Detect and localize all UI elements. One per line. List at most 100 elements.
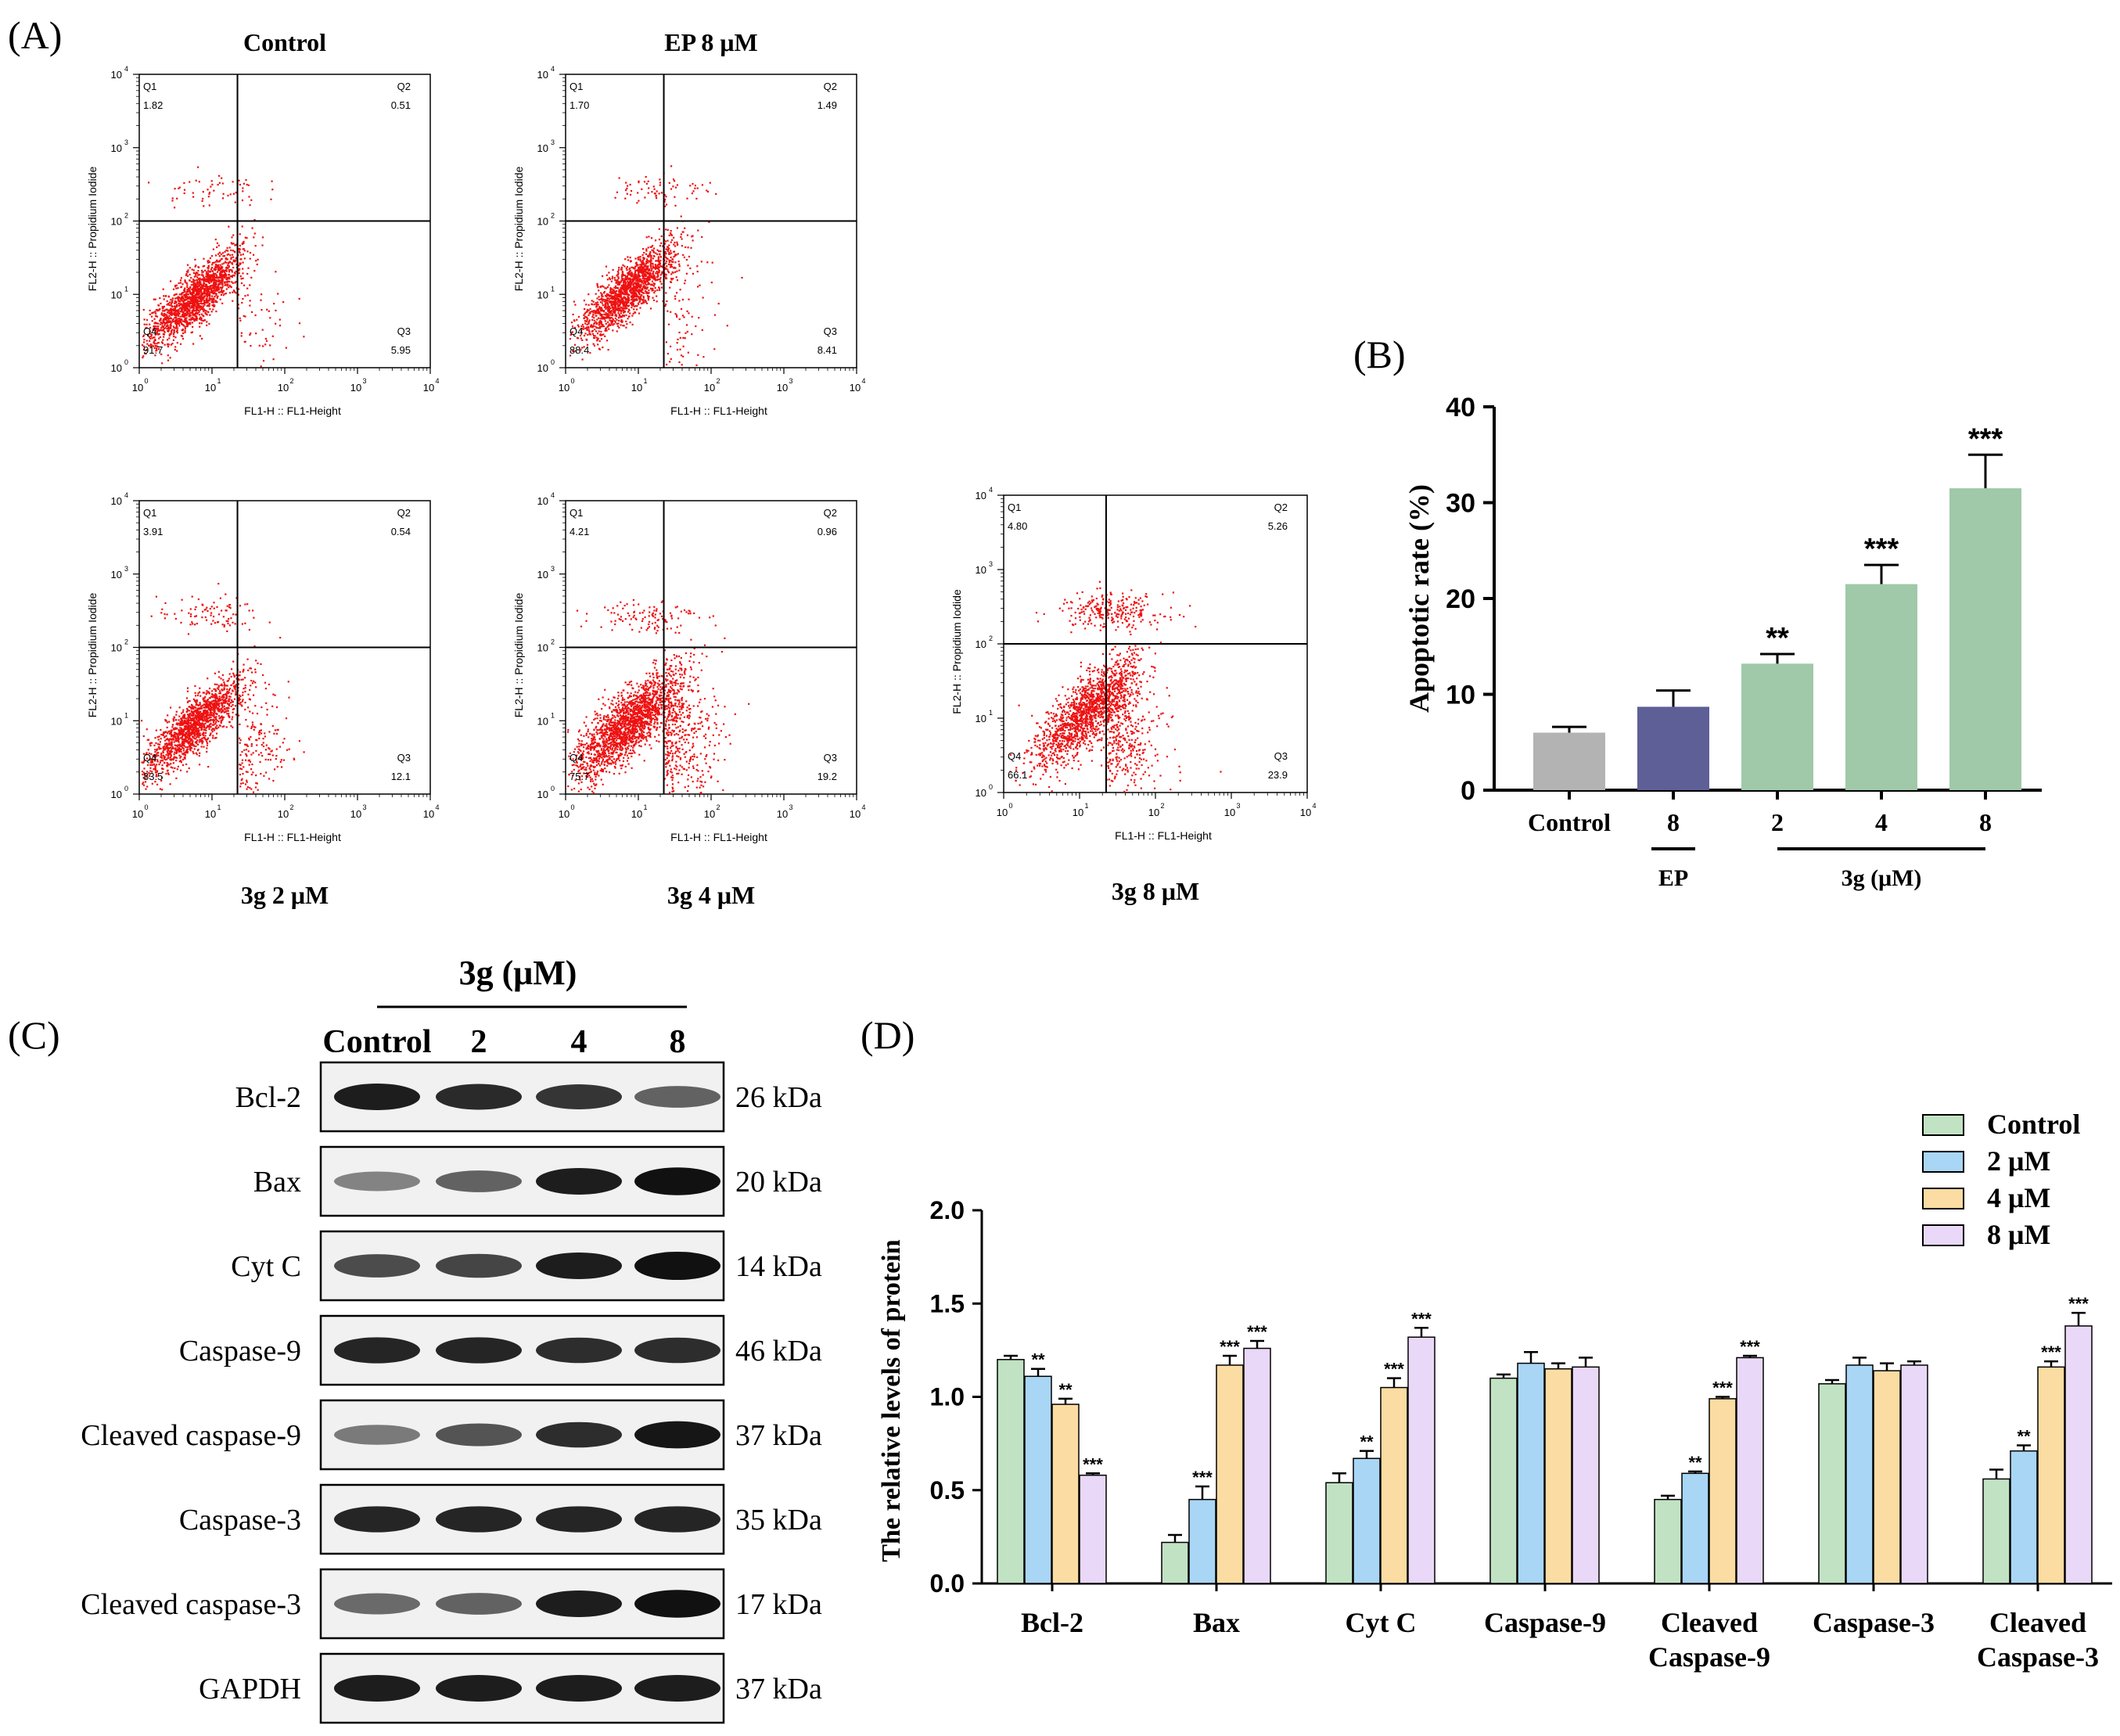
flow-point bbox=[161, 734, 163, 736]
flow-point bbox=[171, 314, 173, 317]
flow-point bbox=[168, 314, 171, 317]
flow-point bbox=[645, 258, 649, 261]
flow-point bbox=[167, 317, 170, 319]
flow-point bbox=[190, 743, 192, 746]
flow-point bbox=[602, 316, 605, 318]
flow-point bbox=[184, 329, 186, 332]
flow-point bbox=[200, 285, 203, 287]
flow-point bbox=[210, 180, 213, 182]
flow-point bbox=[243, 257, 246, 260]
flow-point bbox=[196, 742, 198, 745]
flow-point bbox=[200, 313, 203, 315]
flow-point bbox=[665, 341, 667, 343]
flow-point bbox=[163, 313, 165, 315]
flow-point bbox=[660, 242, 663, 244]
flow-point bbox=[192, 731, 194, 734]
flow-point bbox=[617, 276, 620, 279]
flow-point bbox=[645, 274, 647, 276]
flow-point bbox=[203, 304, 206, 306]
flow-point bbox=[216, 288, 218, 290]
flow-point bbox=[607, 313, 609, 315]
flow-point bbox=[238, 269, 240, 271]
flow-point bbox=[170, 731, 173, 733]
flow-point bbox=[181, 307, 183, 310]
flow-point bbox=[168, 301, 171, 304]
flow-point bbox=[196, 276, 199, 279]
flow-point bbox=[214, 717, 217, 719]
flow-point bbox=[697, 354, 699, 356]
flow-point bbox=[164, 327, 167, 329]
flow-point bbox=[202, 191, 204, 193]
flow-point bbox=[669, 253, 671, 255]
flow-point bbox=[172, 718, 174, 721]
flow-point bbox=[232, 282, 234, 284]
flow-point bbox=[173, 294, 175, 297]
flow-point bbox=[239, 184, 241, 186]
flow-point bbox=[202, 275, 204, 278]
flow-point bbox=[191, 331, 193, 333]
flow-point bbox=[146, 757, 149, 760]
flow-point bbox=[238, 696, 240, 699]
flow-point bbox=[617, 282, 620, 284]
flow-point bbox=[633, 279, 635, 282]
flow-point bbox=[150, 335, 153, 337]
flow-point bbox=[190, 302, 192, 304]
flow-point bbox=[221, 702, 223, 704]
flow-point bbox=[243, 314, 245, 317]
flow-point bbox=[178, 293, 181, 296]
flow-point bbox=[623, 275, 626, 277]
flow-point bbox=[217, 244, 220, 246]
flow-point bbox=[214, 300, 217, 304]
flow-point bbox=[620, 312, 622, 314]
flow-point bbox=[170, 332, 172, 335]
flow-point bbox=[612, 297, 614, 300]
flow-point bbox=[610, 304, 613, 307]
flow-point bbox=[196, 728, 199, 730]
flow-point bbox=[203, 319, 205, 322]
flow-point bbox=[144, 781, 147, 783]
flow-point bbox=[227, 264, 229, 266]
flow-point bbox=[214, 284, 216, 286]
flow-point bbox=[632, 287, 634, 289]
flow-point bbox=[210, 289, 213, 291]
flow-point bbox=[196, 714, 199, 717]
flow-point bbox=[223, 702, 225, 704]
flow-point bbox=[169, 758, 171, 760]
flow-point bbox=[271, 180, 273, 182]
flow-point bbox=[668, 251, 670, 253]
flow-point bbox=[207, 301, 210, 304]
flow-point bbox=[670, 358, 672, 360]
flow-point bbox=[247, 184, 250, 186]
flow-point bbox=[254, 681, 257, 684]
flow-point bbox=[160, 329, 162, 331]
flow-point bbox=[191, 747, 193, 749]
flow-point bbox=[203, 746, 205, 748]
flow-point bbox=[149, 337, 152, 340]
q3-label: Q3 bbox=[397, 325, 411, 337]
flow-point bbox=[149, 742, 152, 744]
flow-point bbox=[187, 303, 189, 305]
flow-point bbox=[626, 289, 628, 292]
flow-point bbox=[155, 729, 157, 731]
flow-point bbox=[181, 310, 183, 312]
flow-point bbox=[216, 708, 218, 710]
flow-point bbox=[651, 289, 653, 292]
flow-point bbox=[197, 285, 199, 287]
flow-point bbox=[646, 272, 649, 275]
flow-point bbox=[189, 311, 191, 313]
flow-point bbox=[182, 749, 185, 752]
flow-point bbox=[199, 309, 201, 311]
flow-point bbox=[642, 282, 645, 285]
flow-point bbox=[169, 783, 171, 785]
flow-point bbox=[232, 256, 235, 258]
flow-point bbox=[196, 736, 198, 739]
flow-point bbox=[657, 268, 659, 271]
flow-point bbox=[141, 761, 143, 764]
flow-point bbox=[604, 299, 606, 301]
flow-point bbox=[623, 297, 626, 300]
flow-point bbox=[230, 257, 232, 259]
flow-point bbox=[230, 705, 232, 707]
flow-point bbox=[271, 189, 274, 191]
flow-point bbox=[212, 304, 214, 307]
